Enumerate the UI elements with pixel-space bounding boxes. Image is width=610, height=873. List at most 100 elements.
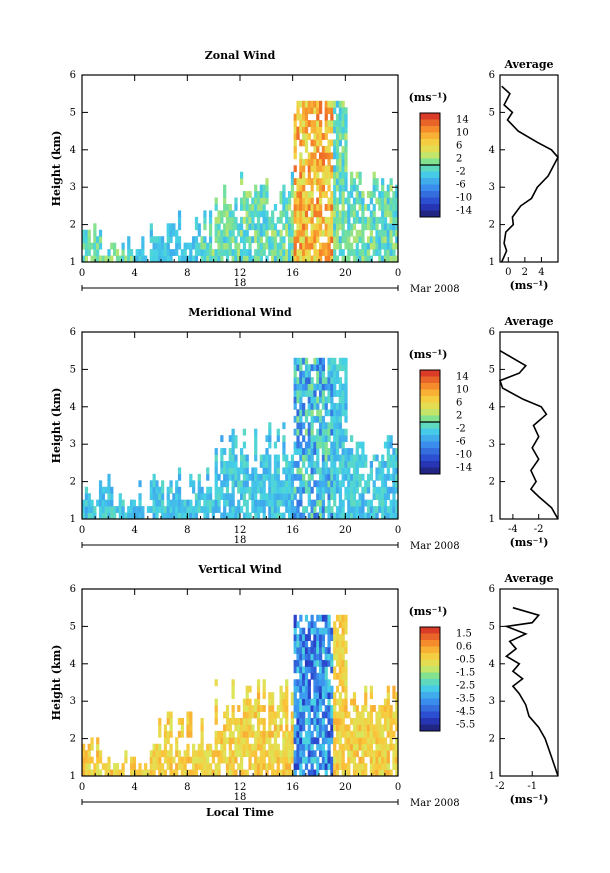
- heatmap-cell: [313, 249, 317, 256]
- date-month-label: Mar 2008: [410, 541, 460, 552]
- heatmap-cell: [254, 698, 258, 706]
- heatmap-cell: [259, 203, 263, 211]
- heatmap-cell: [321, 730, 326, 738]
- heatmap-cell: [299, 672, 303, 680]
- heatmap-cell: [350, 737, 354, 745]
- heatmap-cell: [141, 769, 145, 777]
- heatmap-cell: [290, 216, 295, 224]
- heatmap-cell: [313, 158, 317, 166]
- heatmap-cell: [265, 210, 269, 218]
- heatmap-cell: [287, 229, 292, 237]
- heatmap-cell: [330, 756, 334, 764]
- heatmap-cell: [282, 763, 286, 770]
- heatmap-cell: [355, 184, 359, 192]
- heatmap-cell: [319, 666, 323, 674]
- heatmap-cell: [316, 409, 320, 417]
- heatmap-cell: [372, 249, 376, 256]
- heatmap-cell: [279, 685, 283, 693]
- heatmap-cell: [389, 711, 393, 719]
- heatmap-cell: [324, 685, 328, 693]
- heatmap-cell: [296, 698, 300, 706]
- heatmap-cell: [350, 698, 354, 706]
- heatmap-cell: [319, 120, 323, 127]
- heatmap-cell: [364, 685, 368, 693]
- heatmap-cell: [302, 126, 306, 134]
- heatmap-cell: [344, 133, 348, 140]
- heatmap-cell: [166, 236, 170, 244]
- heatmap-cell: [361, 730, 365, 738]
- heatmap-cell: [299, 364, 303, 372]
- heatmap-cell: [146, 506, 151, 513]
- heatmap-cell: [299, 113, 303, 121]
- heatmap-cell: [304, 428, 309, 436]
- heatmap-cell: [352, 249, 357, 256]
- heatmap-cell: [316, 133, 320, 140]
- heatmap-cell: [296, 441, 300, 449]
- heatmap-cell: [378, 750, 382, 758]
- heatmap-cell: [330, 377, 334, 384]
- heatmap-cell: [299, 249, 303, 256]
- heatmap-cell: [93, 249, 97, 256]
- heatmap-cell: [299, 627, 303, 635]
- heatmap-cell: [319, 698, 323, 706]
- heatmap-cell: [372, 203, 376, 211]
- heatmap-cell: [282, 210, 286, 218]
- heatmap-cell: [358, 460, 362, 468]
- heatmap-cell: [180, 499, 184, 507]
- heatmap-cell: [364, 242, 368, 250]
- heatmap-cell: [211, 756, 216, 764]
- heatmap-cell: [104, 512, 108, 520]
- heatmap-cell: [302, 486, 306, 494]
- heatmap-cell: [217, 255, 221, 263]
- heatmap-cell: [152, 236, 156, 244]
- heatmap-cell: [355, 236, 359, 244]
- heatmap-cell: [344, 737, 348, 745]
- heatmap-cell: [84, 236, 89, 244]
- heatmap-cell: [313, 692, 317, 700]
- heatmap-cell: [200, 493, 204, 501]
- heatmap-cell: [138, 499, 142, 507]
- heatmap-cell: [152, 473, 156, 481]
- heatmap-cell: [206, 506, 210, 513]
- heatmap-cell: [127, 242, 131, 250]
- heatmap-cell: [310, 627, 314, 635]
- x-tick-label: 4: [131, 525, 137, 536]
- heatmap-cell: [285, 692, 289, 700]
- heatmap-cell: [307, 499, 311, 507]
- heatmap-cell: [341, 100, 345, 108]
- heatmap-cell: [161, 763, 165, 770]
- heatmap-cell: [372, 763, 376, 770]
- heatmap-cell: [87, 229, 91, 237]
- heatmap-cell: [208, 769, 213, 777]
- heatmap-cell: [287, 499, 292, 507]
- heatmap-cell: [335, 750, 340, 758]
- heatmap-cell: [290, 454, 295, 462]
- heatmap-cell: [316, 158, 320, 166]
- heatmap-cell: [378, 711, 382, 719]
- heatmap-cell: [372, 486, 376, 494]
- heatmap-cell: [293, 634, 297, 641]
- heatmap-cell: [192, 769, 196, 777]
- heatmap-cell: [381, 493, 385, 501]
- heatmap-cell: [287, 191, 292, 198]
- heatmap-cell: [214, 223, 218, 231]
- heatmap-cell: [152, 480, 156, 488]
- heatmap-cell: [392, 460, 396, 468]
- heatmap-cell: [276, 229, 280, 237]
- heatmap-cell: [304, 730, 309, 738]
- heatmap-cell: [341, 659, 345, 667]
- heatmap-cell: [375, 750, 379, 758]
- heatmap-cell: [287, 769, 292, 777]
- heatmap-cell: [149, 769, 153, 777]
- heatmap-cell: [381, 473, 385, 481]
- heatmap-cell: [310, 364, 314, 372]
- heatmap-cell: [285, 229, 289, 237]
- heatmap-cell: [228, 435, 232, 443]
- heatmap-cell: [271, 236, 275, 244]
- heatmap-cell: [220, 454, 224, 462]
- colorbar-segment: [420, 454, 440, 462]
- heatmap-cell: [231, 756, 235, 764]
- heatmap-cell: [285, 743, 289, 751]
- heatmap-cell: [355, 210, 359, 218]
- heatmap-cell: [82, 229, 86, 237]
